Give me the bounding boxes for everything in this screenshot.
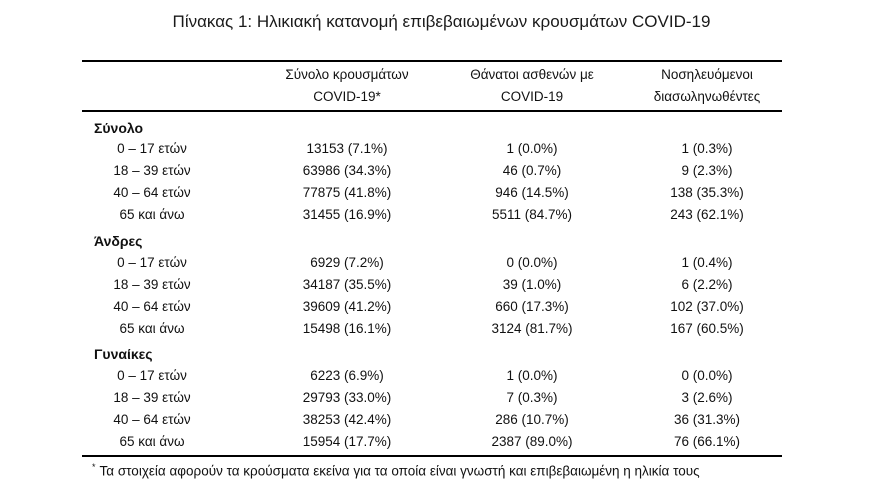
- cases-cell: 15954 (17.7%): [302, 434, 392, 449]
- deaths-cell: 46 (0.7%): [502, 163, 562, 178]
- table-bottom-rule: [82, 455, 782, 457]
- footnote-text: Τα στοιχεία αφορούν τα κρούσματα εκείνα …: [99, 463, 700, 479]
- deaths-cell: 3124 (81.7%): [491, 321, 573, 336]
- intubated-cell: 1 (0.3%): [681, 141, 733, 156]
- cases-cell: 63986 (34.3%): [302, 163, 392, 178]
- cases-cell: 6929 (7.2%): [310, 255, 384, 270]
- deaths-cell: 946 (14.5%): [495, 185, 569, 200]
- footnote: * Τα στοιχεία αφορούν τα κρούσματα εκείνα…: [92, 462, 700, 479]
- table-header-rule: [82, 110, 782, 112]
- age-label: 18 – 39 ετών: [113, 390, 191, 405]
- footnote-marker: *: [92, 462, 96, 472]
- table-row: 18 – 39 ετών 34187 (35.5%) 39 (1.0%) 6 (…: [82, 277, 782, 299]
- age-label: 0 – 17 ετών: [117, 255, 187, 270]
- table-row: 0 – 17 ετών 6929 (7.2%) 0 (0.0%) 1 (0.4%…: [82, 255, 782, 277]
- table-title: Πίνακας 1: Ηλικιακή κατανομή επιβεβαιωμέ…: [172, 12, 711, 31]
- intubated-cell: 0 (0.0%): [681, 368, 733, 383]
- cases-cell: 6223 (6.9%): [310, 368, 384, 383]
- cases-cell: 38253 (42.4%): [302, 412, 392, 427]
- intubated-cell: 76 (66.1%): [673, 434, 741, 449]
- age-label: 18 – 39 ετών: [113, 277, 191, 292]
- table-row: 40 – 64 ετών 38253 (42.4%) 286 (10.7%) 3…: [82, 412, 782, 434]
- intubated-cell: 36 (31.3%): [673, 412, 741, 427]
- intubated-cell: 167 (60.5%): [670, 321, 744, 336]
- table-row: 18 – 39 ετών 29793 (33.0%) 7 (0.3%) 3 (2…: [82, 390, 782, 412]
- cases-cell: 29793 (33.0%): [302, 390, 392, 405]
- table-row: 18 – 39 ετών 63986 (34.3%) 46 (0.7%) 9 (…: [82, 163, 782, 185]
- deaths-cell: 7 (0.3%): [506, 390, 558, 405]
- table-top-rule: [82, 60, 782, 62]
- intubated-cell: 102 (37.0%): [670, 299, 744, 314]
- age-label: 40 – 64 ετών: [113, 299, 191, 314]
- age-label: 40 – 64 ετών: [113, 185, 191, 200]
- cases-cell: 39609 (41.2%): [302, 299, 392, 314]
- age-label: 65 και άνω: [119, 321, 185, 336]
- deaths-cell: 39 (1.0%): [502, 277, 562, 292]
- intubated-cell: 9 (2.3%): [681, 163, 733, 178]
- table-row: 0 – 17 ετών 6223 (6.9%) 1 (0.0%) 0 (0.0%…: [82, 368, 782, 390]
- intubated-cell: 243 (62.1%): [670, 207, 744, 222]
- age-label: 65 και άνω: [119, 434, 185, 449]
- intubated-cell: 3 (2.6%): [681, 390, 733, 405]
- deaths-cell: 660 (17.3%): [495, 299, 569, 314]
- deaths-cell: 5511 (84.7%): [491, 207, 573, 222]
- group-title-women: Γυναίκες: [94, 346, 153, 362]
- age-label: 18 – 39 ετών: [113, 163, 191, 178]
- intubated-cell: 138 (35.3%): [670, 185, 744, 200]
- cases-cell: 34187 (35.5%): [302, 277, 392, 292]
- table-row: 65 και άνω 31455 (16.9%) 5511 (84.7%) 24…: [82, 207, 782, 229]
- cases-cell: 15498 (16.1%): [302, 321, 392, 336]
- table-row: 65 και άνω 15954 (17.7%) 2387 (89.0%) 76…: [82, 434, 782, 456]
- deaths-cell: 0 (0.0%): [506, 255, 558, 270]
- intubated-cell: 1 (0.4%): [681, 255, 733, 270]
- header-deaths: Θάνατοι ασθενών με COVID-19: [470, 67, 594, 104]
- table-row: 0 – 17 ετών 13153 (7.1%) 1 (0.0%) 1 (0.3…: [82, 141, 782, 163]
- age-label: 0 – 17 ετών: [117, 141, 187, 156]
- age-label: 65 και άνω: [119, 207, 185, 222]
- age-label: 40 – 64 ετών: [113, 412, 191, 427]
- group-title-total: Σύνολο: [94, 120, 144, 136]
- deaths-cell: 286 (10.7%): [495, 412, 569, 427]
- intubated-cell: 6 (2.2%): [681, 277, 733, 292]
- table-row: 40 – 64 ετών 77875 (41.8%) 946 (14.5%) 1…: [82, 185, 782, 207]
- table-row: 65 και άνω 15498 (16.1%) 3124 (81.7%) 16…: [82, 321, 782, 343]
- deaths-cell: 1 (0.0%): [506, 141, 558, 156]
- header-total-cases: Σύνολο κρουσμάτων COVID-19*: [285, 67, 409, 104]
- cases-cell: 31455 (16.9%): [302, 207, 392, 222]
- age-label: 0 – 17 ετών: [117, 368, 187, 383]
- deaths-cell: 1 (0.0%): [506, 368, 558, 383]
- cases-cell: 13153 (7.1%): [306, 141, 388, 156]
- table-row: 40 – 64 ετών 39609 (41.2%) 660 (17.3%) 1…: [82, 299, 782, 321]
- group-title-men: Άνδρες: [94, 233, 143, 249]
- cases-cell: 77875 (41.8%): [302, 185, 392, 200]
- header-intubated: Νοσηλευόμενοι διασωληνωθέντες: [653, 67, 761, 104]
- deaths-cell: 2387 (89.0%): [491, 434, 573, 449]
